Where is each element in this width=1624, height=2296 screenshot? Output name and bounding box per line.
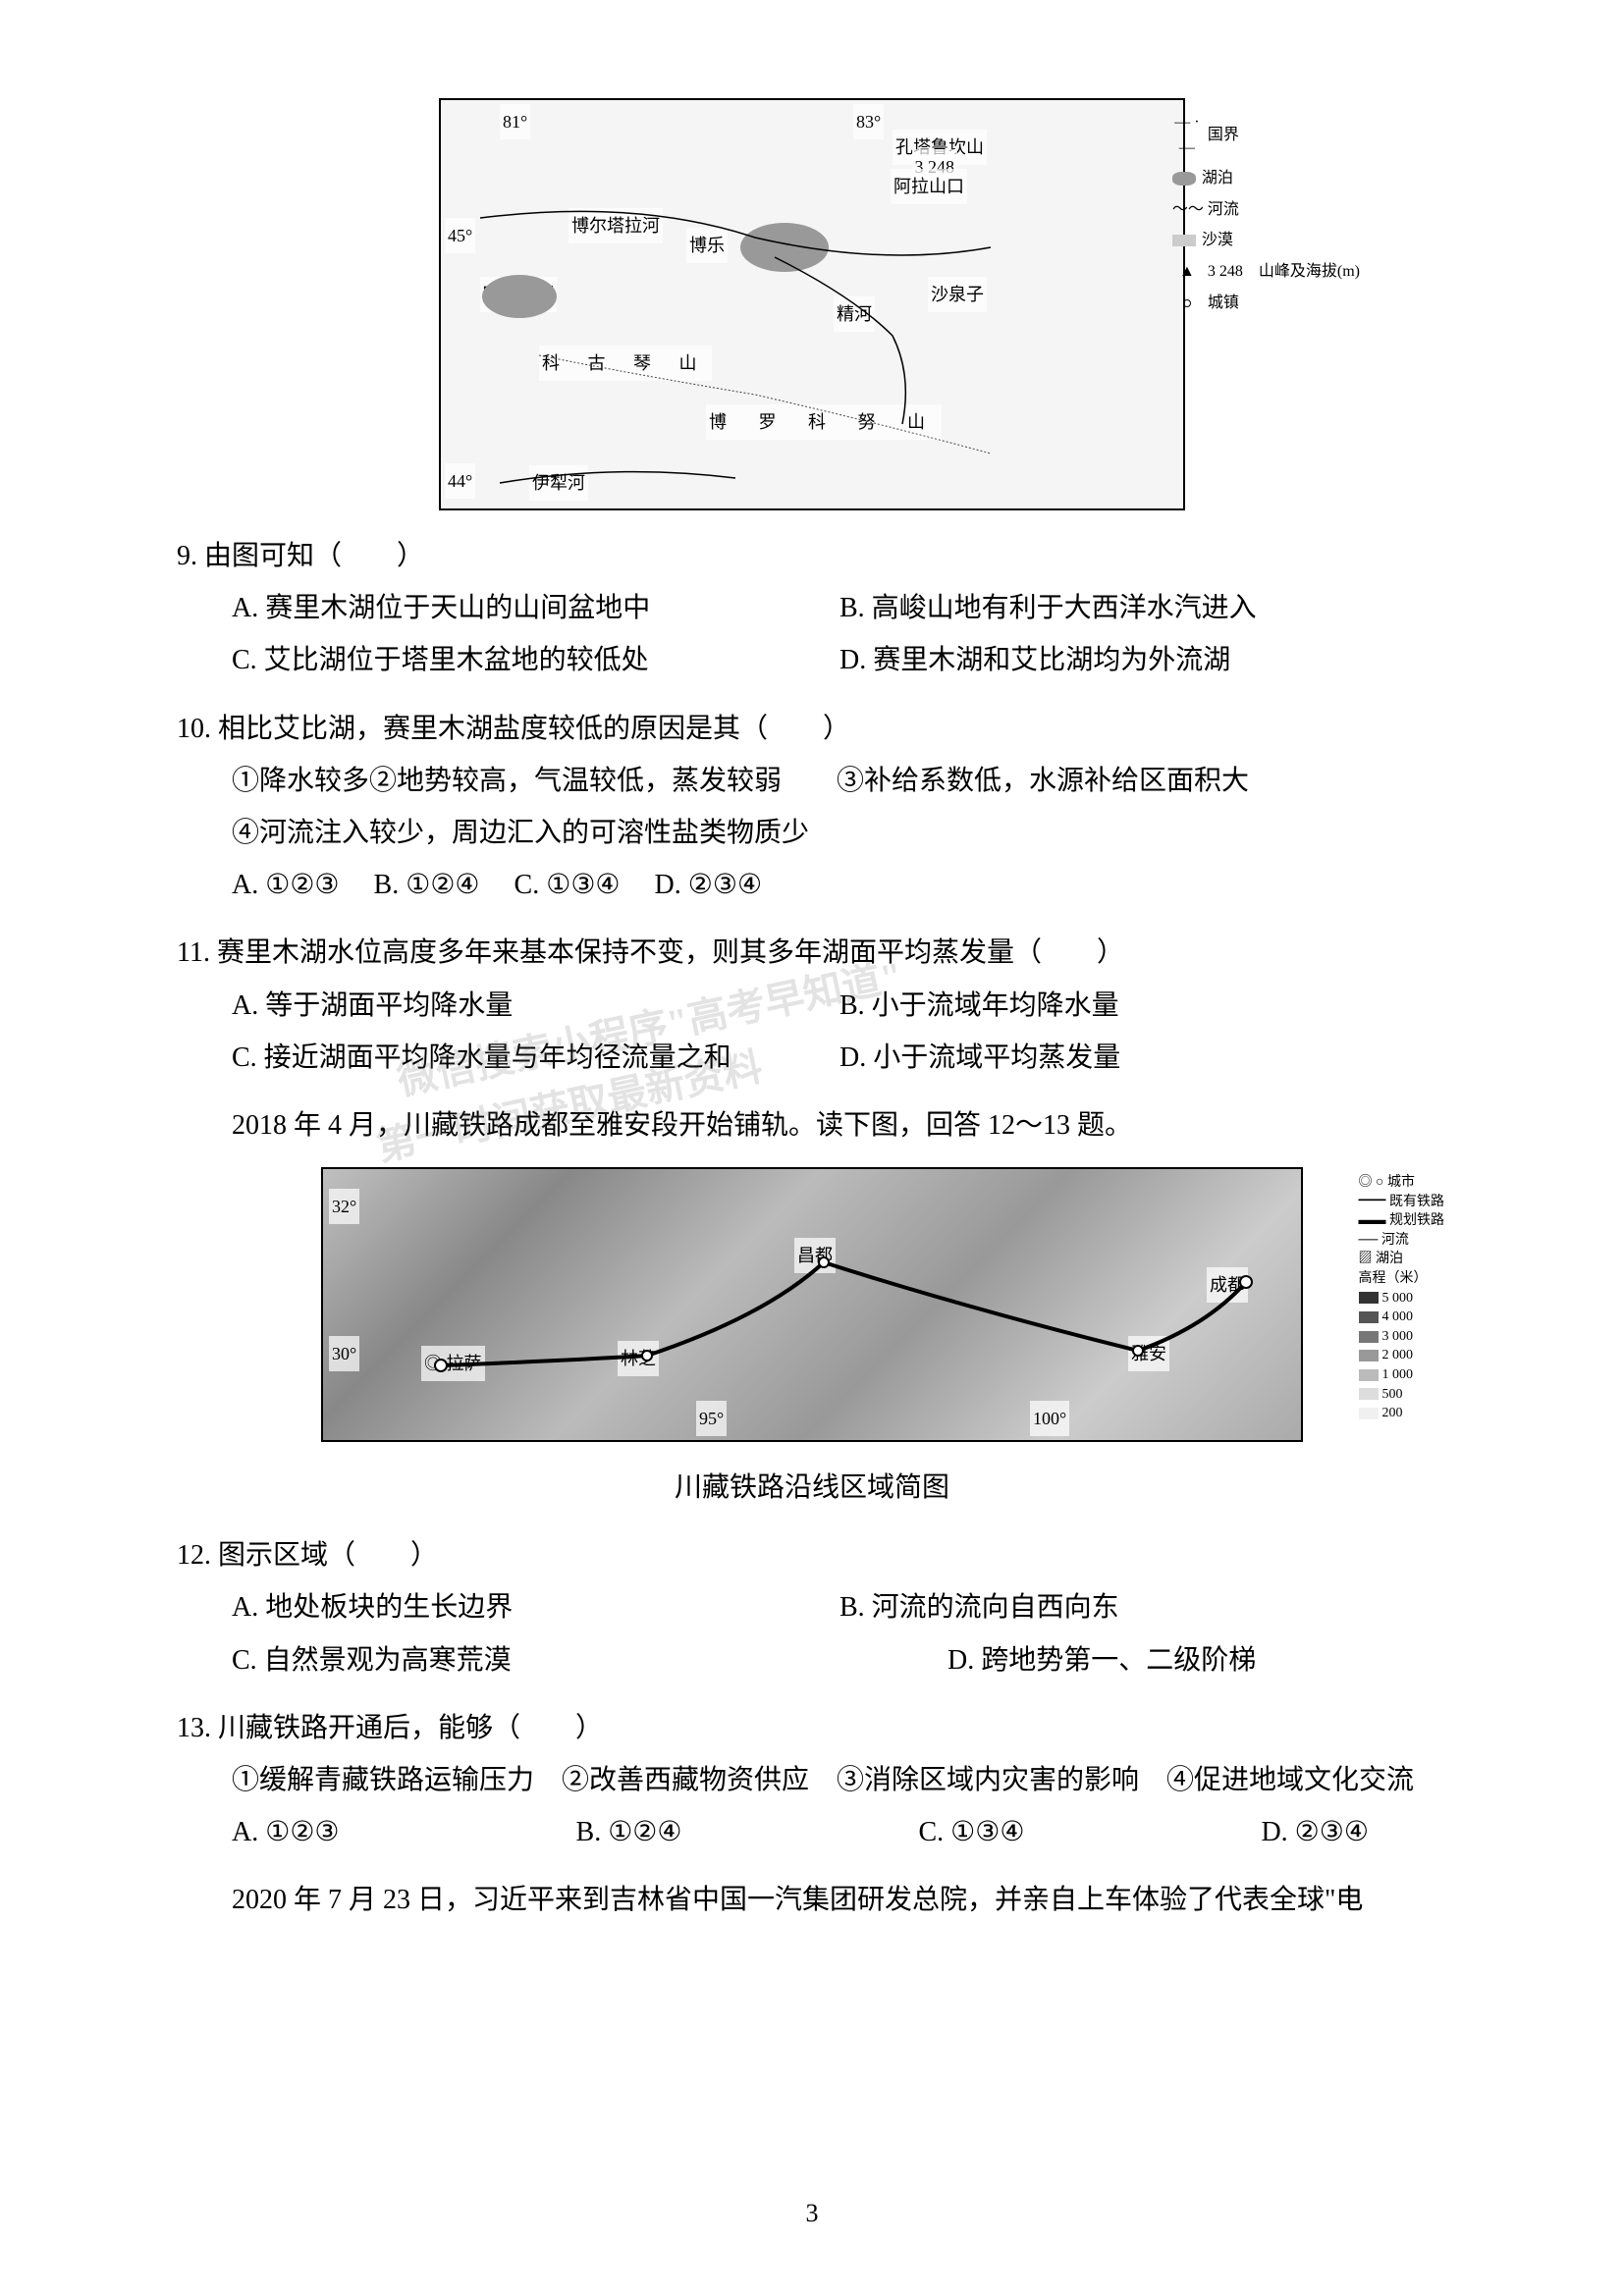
- q10-line1: ①降水较多②地势较高，气温较低，蒸发较弱 ③补给系数低，水源补给区面积大: [232, 755, 1447, 807]
- q13-option-d: D. ②③④: [1261, 1806, 1369, 1858]
- q10-line2: ④河流注入较少，周边汇入的可溶性盐类物质少: [232, 807, 1447, 859]
- legend-town: 城镇: [1172, 291, 1360, 316]
- legend-lake: 湖泊: [1172, 166, 1360, 191]
- question-11: 11. 赛里木湖水位高度多年来基本保持不变，则其多年湖面平均蒸发量（ ） A. …: [177, 927, 1447, 1084]
- q13-stem: 13. 川藏铁路开通后，能够（ ）: [177, 1702, 1447, 1754]
- q13-option-a: A. ①②③: [232, 1806, 340, 1858]
- q10-option-a: A. ①②③: [232, 870, 340, 900]
- elev-200: 200: [1359, 1404, 1445, 1423]
- legend-desert: 沙漠: [1172, 228, 1360, 253]
- intro-end: 2020 年 7 月 23 日，习近平来到吉林省中国一汽集团研发总院，并亲自上车…: [177, 1874, 1447, 1926]
- legend-peak: ▲3 248 山峰及海拔(m): [1172, 259, 1360, 285]
- elev-2000: 2 000: [1359, 1346, 1445, 1365]
- q12-option-d: D. 跨地势第一、二级阶梯: [839, 1634, 1447, 1686]
- q13-option-c: C. ①③④: [918, 1806, 1024, 1858]
- q9-option-c: C. 艾比湖位于塔里木盆地的较低处: [232, 634, 839, 686]
- q11-option-a: A. 等于湖面平均降水量: [232, 980, 839, 1032]
- elev-4000: 4 000: [1359, 1308, 1445, 1327]
- q13-options: A. ①②③ B. ①②④ C. ①③④ D. ②③④: [232, 1806, 1447, 1858]
- q10-option-d: D. ②③④: [655, 870, 763, 900]
- q10-options: A. ①②③ B. ①②④ C. ①③④ D. ②③④: [232, 859, 1447, 911]
- q12-option-c: C. 自然景观为高寒荒漠: [232, 1634, 839, 1686]
- q11-option-d: D. 小于流域平均蒸发量: [839, 1032, 1447, 1084]
- q9-option-a: A. 赛里木湖位于天山的山间盆地中: [232, 582, 839, 634]
- question-9: 9. 由图可知（ ） A. 赛里木湖位于天山的山间盆地中 B. 高峻山地有利于大…: [177, 530, 1447, 687]
- elev-5000: 5 000: [1359, 1289, 1445, 1308]
- q9-option-d: D. 赛里木湖和艾比湖均为外流湖: [839, 634, 1447, 686]
- question-12: 12. 图示区域（ ） A. 地处板块的生长边界 B. 河流的流向自西向东 C.…: [177, 1529, 1447, 1686]
- map2: 32° 30° 95° 100° ◎ 拉萨 林芝 昌都 雅安 成都 ◎ ○ 城市…: [321, 1167, 1303, 1442]
- q10-stem: 10. 相比艾比湖，赛里木湖盐度较低的原因是其（ ）: [177, 703, 1447, 755]
- map2-caption: 川藏铁路沿线区域简图: [177, 1462, 1447, 1514]
- q12-option-a: A. 地处板块的生长边界: [232, 1581, 839, 1633]
- elev-1000: 1 000: [1359, 1365, 1445, 1385]
- legend-river: 〜〜河流: [1172, 197, 1360, 223]
- q9-option-b: B. 高峻山地有利于大西洋水汽进入: [839, 582, 1447, 634]
- q10-option-b: B. ①②④: [374, 870, 480, 900]
- q11-options: A. 等于湖面平均降水量 B. 小于流域年均降水量 C. 接近湖面平均降水量与年…: [232, 980, 1447, 1084]
- page-number: 3: [806, 2189, 819, 2237]
- map2-svg: [323, 1169, 1305, 1444]
- map2-container: 32° 30° 95° 100° ◎ 拉萨 林芝 昌都 雅安 成都 ◎ ○ 城市…: [177, 1167, 1447, 1442]
- q13-option-b: B. ①②④: [576, 1806, 682, 1858]
- map1-legend: — · —国界 湖泊 〜〜河流 沙漠 ▲3 248 山峰及海拔(m) 城镇: [1172, 110, 1360, 321]
- legend2-existing: ━━ 既有铁路: [1359, 1193, 1445, 1212]
- legend2-river: ── 河流: [1359, 1231, 1445, 1251]
- q12-option-b: B. 河流的流向自西向东: [839, 1581, 1447, 1633]
- legend2-lake: ▨ 湖泊: [1359, 1250, 1445, 1269]
- legend-border: — · —国界: [1172, 110, 1360, 160]
- map1: 81° 83° 45° 44° 孔塔鲁坎山 3 248 阿拉山口 博乐 艾比湖 …: [439, 98, 1185, 510]
- map1-container: 81° 83° 45° 44° 孔塔鲁坎山 3 248 阿拉山口 博乐 艾比湖 …: [177, 98, 1447, 510]
- q11-option-c: C. 接近湖面平均降水量与年均径流量之和: [232, 1032, 839, 1084]
- legend2-elev-title: 高程（米）: [1359, 1269, 1445, 1289]
- q10-option-c: C. ①③④: [514, 870, 621, 900]
- elev-3000: 3 000: [1359, 1327, 1445, 1347]
- q11-option-b: B. 小于流域年均降水量: [839, 980, 1447, 1032]
- q9-stem: 9. 由图可知（ ）: [177, 530, 1447, 582]
- question-13: 13. 川藏铁路开通后，能够（ ） ①缓解青藏铁路运输压力 ②改善西藏物资供应 …: [177, 1702, 1447, 1859]
- q9-options: A. 赛里木湖位于天山的山间盆地中 B. 高峻山地有利于大西洋水汽进入 C. 艾…: [232, 582, 1447, 686]
- q12-stem: 12. 图示区域（ ）: [177, 1529, 1447, 1581]
- q12-options: A. 地处板块的生长边界 B. 河流的流向自西向东 C. 自然景观为高寒荒漠 D…: [232, 1581, 1447, 1685]
- intro-12-13: 2018 年 4 月，川藏铁路成都至雅安段开始铺轨。读下图，回答 12～13 题…: [177, 1099, 1447, 1151]
- elev-500: 500: [1359, 1385, 1445, 1405]
- map1-svg: [441, 100, 1187, 512]
- q11-stem: 11. 赛里木湖水位高度多年来基本保持不变，则其多年湖面平均蒸发量（ ）: [177, 927, 1447, 979]
- q13-line1: ①缓解青藏铁路运输压力 ②改善西藏物资供应 ③消除区域内灾害的影响 ④促进地域文…: [177, 1754, 1447, 1806]
- legend2-planned: ▬▬ 规划铁路: [1359, 1211, 1445, 1231]
- question-10: 10. 相比艾比湖，赛里木湖盐度较低的原因是其（ ） ①降水较多②地势较高，气温…: [177, 703, 1447, 912]
- legend2-city: ◎ ○ 城市: [1359, 1173, 1445, 1193]
- map2-legend: ◎ ○ 城市 ━━ 既有铁路 ▬▬ 规划铁路 ── 河流 ▨ 湖泊 高程（米） …: [1355, 1169, 1449, 1427]
